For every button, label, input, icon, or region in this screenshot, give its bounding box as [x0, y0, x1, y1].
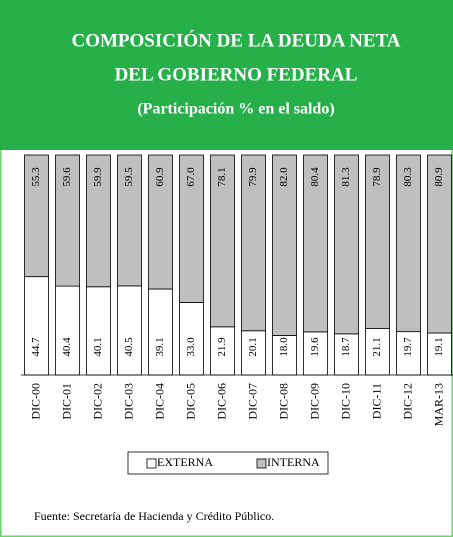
value-label: 59.5 [123, 167, 135, 187]
chart-title: COMPOSICIÓN DE LA DEUDA NETA [71, 29, 400, 51]
legend-box [127, 451, 329, 475]
bar-segment [272, 154, 297, 336]
bar-segment [55, 285, 80, 376]
value-label: 19.6 [309, 337, 321, 357]
value-label: 18.7 [340, 337, 352, 357]
x-tick-label: DIC-06 [214, 383, 228, 420]
bar-segment [396, 154, 421, 333]
value-label: 44.7 [30, 337, 42, 357]
value-label: 82.0 [278, 167, 290, 187]
bar-segment [55, 154, 80, 287]
bar-segment [148, 154, 173, 290]
legend-swatch [256, 458, 267, 469]
bar-segment [427, 332, 452, 376]
x-tick-label: DIC-03 [121, 383, 135, 420]
value-label: 40.1 [92, 337, 104, 356]
source-note: Fuente: Secretaría de Hacienda y Crédito… [34, 509, 274, 523]
x-tick-label: DIC-11 [369, 383, 383, 419]
value-label: 40.4 [61, 337, 73, 357]
bar-segment [241, 330, 266, 376]
bar-segment [86, 286, 111, 376]
bar-segment [303, 331, 328, 376]
x-tick-label: DIC-12 [400, 383, 414, 420]
bar-segment [179, 154, 204, 303]
value-label: 55.3 [30, 167, 42, 187]
value-label: 78.9 [371, 167, 383, 187]
legend-swatch [146, 458, 157, 469]
bar-segment [179, 301, 204, 376]
chart-subtitle: (Participación % en el saldo) [137, 101, 334, 118]
x-tick-label: DIC-04 [152, 383, 166, 420]
legend-label: INTERNA [267, 455, 320, 469]
chart-title: DEL GOBIERNO FEDERAL [115, 64, 358, 85]
bar-segment [24, 276, 49, 376]
x-tick-label: DIC-08 [276, 383, 290, 420]
value-label: 78.1 [216, 167, 228, 186]
bar-segment [117, 285, 142, 376]
x-tick-label: DIC-10 [338, 383, 352, 420]
value-label: 19.1 [433, 337, 445, 356]
value-label: 18.0 [278, 337, 290, 357]
x-tick-label: DIC-00 [28, 383, 42, 420]
bar-segment [210, 154, 235, 328]
bar-segment [334, 154, 359, 335]
bar-segment [334, 333, 359, 376]
bar-segment [303, 154, 328, 333]
value-label: 39.1 [154, 337, 166, 356]
bar-segment [241, 154, 266, 332]
value-label: 20.1 [247, 337, 259, 356]
x-tick-label: DIC-02 [90, 383, 104, 420]
x-tick-label: DIC-05 [183, 383, 197, 420]
value-label: 59.9 [92, 167, 104, 187]
value-label: 21.9 [216, 337, 228, 357]
bar-segment [117, 154, 142, 287]
x-tick-label: DIC-07 [245, 383, 259, 420]
value-label: 81.3 [340, 167, 352, 187]
x-tick-label: MAR-13 [431, 383, 445, 426]
value-label: 40.5 [123, 337, 135, 357]
value-label: 60.9 [154, 167, 166, 187]
legend-label: EXTERNA [157, 455, 213, 469]
x-tick-label: DIC-01 [59, 383, 73, 420]
bar-segment [148, 288, 173, 376]
bar-segment [210, 326, 235, 376]
value-label: 80.4 [309, 167, 321, 187]
x-tick-label: DIC-09 [307, 383, 321, 420]
bar-segment [427, 154, 452, 334]
value-label: 79.9 [247, 167, 259, 187]
value-label: 80.3 [402, 167, 414, 187]
bar-segment [86, 154, 111, 288]
value-label: 19.7 [402, 337, 414, 357]
value-label: 21.1 [371, 337, 383, 356]
value-label: 67.0 [185, 167, 197, 187]
value-label: 80.9 [433, 167, 445, 187]
bar-segment [24, 154, 49, 278]
value-label: 59.6 [61, 167, 73, 187]
value-label: 33.0 [185, 337, 197, 357]
header-band [0, 0, 453, 150]
bar-segment [365, 154, 390, 329]
